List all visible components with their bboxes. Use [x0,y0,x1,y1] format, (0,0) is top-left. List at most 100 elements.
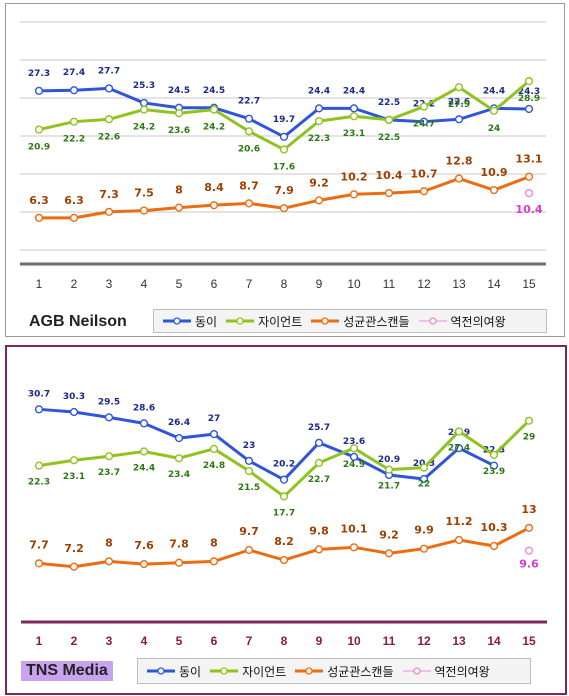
agb-series-0-data-label: 27.3 [28,69,50,79]
agb-series-1-point [489,106,499,115]
tns-legend-item-queen: 역전의여왕 [402,663,490,680]
tns-series-2-data-label: 7.2 [64,542,84,555]
tns-series-0-point [34,405,44,414]
agb-series-0-data-label: 24.5 [168,86,190,96]
tns-series-1-data-label: 23.1 [63,472,85,482]
agb-x-tick-label: 13 [452,277,466,291]
agb-series-2-data-label: 7.9 [274,184,294,197]
tns-series-1-data-label: 24.4 [133,464,155,474]
tns-series-0-data-label: 29.5 [98,397,120,407]
tns-series-2-data-label: 9.8 [309,524,329,537]
agb-legend-item-scandal: 성균관스캔들 [310,313,410,330]
tns-series-1-point [69,456,79,465]
agb-series-0-data-label: 24.5 [203,86,225,96]
tns-series-1-data-label: 22.7 [308,475,330,485]
legend-line-marker-icon [418,317,447,325]
tns-series-1-data-label: 17.7 [273,508,295,518]
agb-series-2-data-label: 12.8 [445,155,472,168]
tns-x-tick-label: 12 [417,634,431,648]
tns-series-1-point [34,461,44,470]
agb-x-tick-label: 9 [316,277,323,291]
agb-series-2-point [279,204,289,213]
agb-series-2-point [454,174,464,183]
agb-series-1-point [384,115,394,124]
tns-series-1-point [489,450,499,459]
tns-series-0-point [209,429,219,439]
agb-x-tick-label: 12 [417,277,431,291]
agb-series-2-data-label: 8 [175,184,183,197]
tns-series-1-point [454,427,464,436]
tns-series-1-point [209,444,219,453]
agb-series-1-point [419,102,429,111]
agb-series-2-data-label: 10.7 [410,167,437,180]
tns-series-1-point [349,444,359,453]
tns-series-2-data-label: 10.1 [340,522,367,535]
agb-legend-item-queen: 역전의여왕 [418,313,506,330]
agb-series-2-data-label: 10.9 [480,166,507,179]
agb-chart-title: AGB Neilson [29,313,127,330]
agb-series-1-point [104,115,114,124]
legend-label: 역전의여왕 [434,664,490,679]
tns-x-tick-label: 6 [211,634,218,648]
agb-series-1-point [209,105,219,114]
tns-series-0-data-label: 26.4 [168,418,190,428]
agb-series-1-point [454,83,464,92]
agb-series-0-point [139,98,149,108]
tns-series-2-point [69,562,79,571]
legend-label: 성균관스캔들 [343,314,410,329]
tns-series-0-point [139,419,149,428]
agb-series-0-point [524,104,534,114]
legend-label: 동이 [195,314,218,329]
legend-line-marker-icon [147,667,175,675]
agb-series-1-point [34,125,44,134]
agb-series-2-point [314,196,324,205]
agb-series-0-point [34,86,44,95]
agb-series-0-data-label: 19.7 [273,115,295,125]
tns-series-2-point [524,523,534,533]
agb-series-3-point [524,188,534,198]
legend-label: 역전의여왕 [450,314,506,329]
tns-x-tick-label: 11 [383,634,396,648]
agb-series-1-point [244,127,254,136]
tns-chart-title: TNS Media [21,661,113,681]
tns-series-0-data-label: 28.6 [133,403,155,413]
agb-series-1-data-label: 28.9 [518,94,540,104]
tns-series-0-point [419,474,429,484]
tns-series-0-data-label: 25.7 [308,423,330,433]
tns-legend-item-scandal: 성균관스캔들 [294,663,394,680]
agb-series-2-point [69,213,79,222]
tns-x-tick-label: 13 [452,634,466,648]
tns-series-1-point [174,454,184,463]
agb-x-tick-label: 7 [246,277,253,291]
tns-series-1-data-label: 29 [523,433,536,443]
agb-series-1-data-label: 24.2 [203,123,225,133]
agb-series-0-data-label: 22.6 [448,97,470,107]
tns-series-2-data-label: 9.9 [414,524,434,537]
tns-series-2-data-label: 7.7 [29,538,49,551]
tns-series-2-data-label: 7.8 [169,538,189,551]
tns-series-0-point [454,444,464,453]
agb-series-1-data-label: 20.6 [238,144,260,154]
tns-series-1-point [314,458,324,468]
agb-series-1-data-label: 20.9 [28,143,50,153]
tns-series-0-line [38,407,495,482]
tns-series-2-point [384,549,394,558]
agb-series-0-point [314,104,324,113]
agb-series-2-data-label: 13.1 [515,153,542,166]
tns-series-0-point [104,413,114,422]
agb-series-2-point [349,190,359,199]
tns-series-1-data-label: 22.3 [28,478,50,488]
agb-series-0-point [244,114,254,123]
agb-series-1-point [349,112,359,121]
agb-series-0-point [419,117,429,126]
agb-x-tick-label: 2 [71,277,78,291]
agb-series-2-point [34,213,44,222]
tns-series-0-data-label: 23.6 [343,437,365,447]
tns-x-tick-label: 15 [522,634,536,648]
agb-series-1-data-label: 24 [488,124,501,134]
agb-x-tick-label: 15 [522,277,536,291]
agb-series-2-point [524,172,534,181]
tns-series-1-point [419,463,429,472]
agb-series-2-point [139,206,149,215]
